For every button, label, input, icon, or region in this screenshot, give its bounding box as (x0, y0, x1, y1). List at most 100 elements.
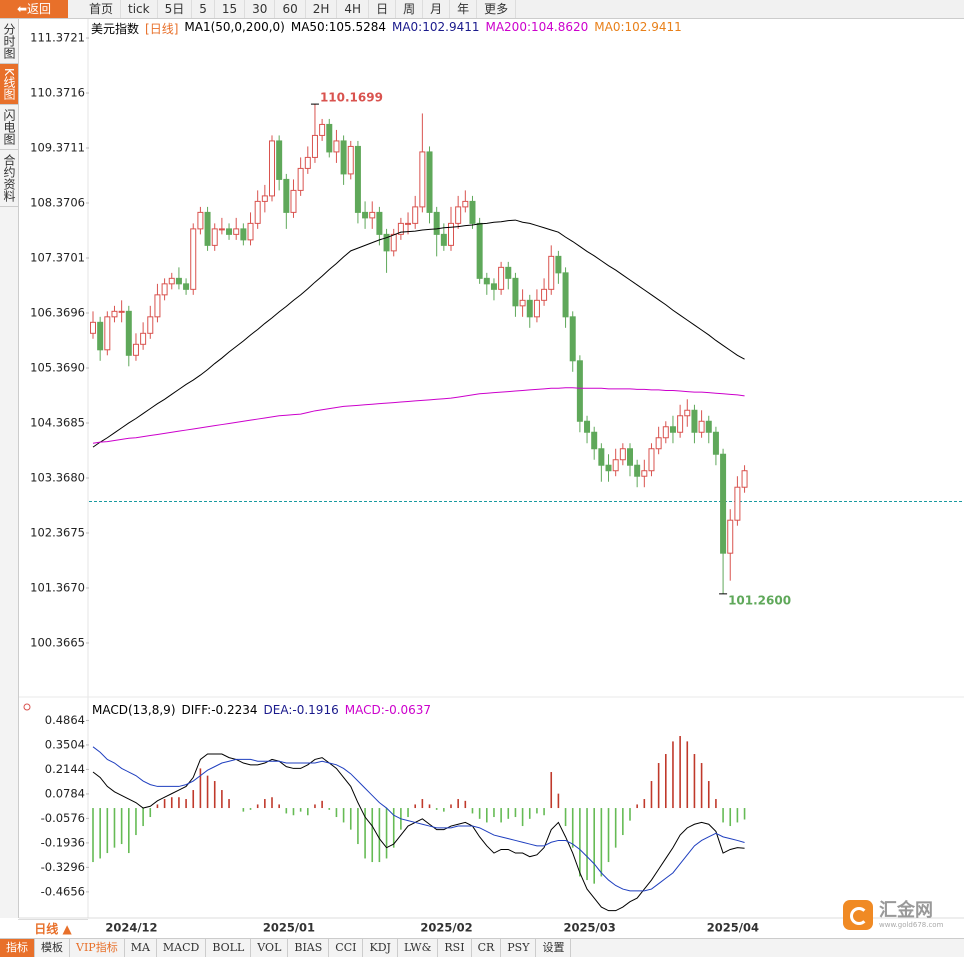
tab[interactable]: MACD (157, 939, 207, 957)
sidebar-item[interactable]: 合约资料 (0, 150, 18, 207)
candle-body (612, 459, 619, 472)
y-tick-label: -0.4656 (41, 884, 85, 898)
sidebar-item[interactable]: 分时图 (0, 19, 18, 64)
candle-body (677, 415, 684, 433)
candle-body (197, 211, 204, 230)
candle-body (362, 211, 369, 219)
tab[interactable]: LW& (398, 939, 439, 957)
candle-body (727, 519, 734, 554)
indicator: MA1(50,0,200,0) (184, 20, 285, 34)
candle-body (505, 266, 512, 279)
candle-body (533, 299, 540, 318)
candle-body (691, 409, 698, 433)
tab[interactable]: KDJ (363, 939, 398, 957)
tab[interactable]: CCI (329, 939, 364, 957)
legend-entry: MA0:102.9411 (391, 20, 480, 34)
sidebar-item[interactable]: K线图 (0, 64, 18, 105)
legend-entry: DIFF:-0.2234 (181, 703, 258, 717)
toolbar-item[interactable]: 年 (450, 0, 478, 18)
macd-header: MACD(13,8,9) DIFF:-0.2234 DEA:-0.1916 MACD… (92, 703, 431, 717)
toolbar-item[interactable]: 5日 (158, 0, 193, 18)
candle-body (104, 316, 111, 351)
y-tick-label: 110.3716 (30, 86, 85, 100)
toolbar-item[interactable]: 15 (215, 0, 246, 18)
tab[interactable]: VOL (251, 939, 289, 957)
candle-body (125, 310, 132, 356)
tab[interactable]: PSY (501, 939, 537, 957)
toolbar-item[interactable]: tick (121, 0, 158, 18)
candle-body (591, 431, 598, 450)
candle-body (455, 206, 462, 224)
period-button[interactable]: 日线 ▲ (18, 919, 88, 938)
price-header: 美元指数 [日线] MA1(50,0,200,0) MA50:105.5284 M… (91, 20, 682, 37)
toolbar-item[interactable]: 2H (306, 0, 338, 18)
toolbar-item[interactable]: 周 (396, 0, 424, 18)
toolbar-item[interactable]: 日 (369, 0, 397, 18)
candle-body (397, 222, 404, 235)
tab[interactable]: 设置 (536, 939, 572, 957)
candle-body (340, 140, 347, 175)
candle-body (390, 233, 397, 252)
toolbar-item[interactable]: 首页 (82, 0, 122, 18)
candle-body (698, 420, 705, 433)
candle-body (734, 486, 741, 521)
tabs: 指标 模板 VIP指标 MA MACD BOLL VOL BIAS CCI KDJ LW& RSI CR… (0, 938, 964, 957)
candle-body (598, 448, 605, 466)
tab[interactable]: BOLL (206, 939, 252, 957)
logo-url: www.gold678.com (879, 921, 944, 929)
indicator-line (92, 219, 745, 448)
candle-body (555, 255, 562, 274)
tab[interactable]: VIP指标 (70, 939, 125, 957)
tab[interactable]: RSI (438, 939, 472, 957)
tab[interactable]: 模板 (35, 939, 70, 957)
tab[interactable]: MA (125, 939, 157, 957)
candle-body (720, 453, 727, 554)
candle-body (712, 431, 719, 455)
tab[interactable]: 指标 (0, 939, 35, 957)
candle-body (269, 140, 275, 197)
candle-body (605, 464, 612, 472)
candle-body (405, 222, 412, 225)
candle-body (369, 211, 376, 219)
candle-body (97, 321, 104, 351)
y-tick-label: 0.3504 (45, 737, 85, 751)
sidebar-item[interactable]: 闪电图 (0, 105, 18, 150)
y-tick-label: -0.3296 (41, 860, 85, 874)
candle-body (319, 123, 326, 136)
candle-body (548, 255, 555, 290)
logo: 汇金网 www.gold678.com (843, 900, 943, 930)
candle-body (226, 228, 233, 235)
candle-body (412, 206, 419, 224)
candle-body (655, 437, 662, 450)
y-tick-label: 103.3680 (30, 470, 85, 484)
candle-body (490, 283, 497, 290)
y-tick-label: 106.3696 (30, 305, 85, 319)
toolbar-item[interactable]: 4H (337, 0, 370, 18)
tab[interactable]: CR (472, 939, 502, 957)
legend-entry: DEA:-0.1916 (263, 703, 339, 717)
y-tick-label: 0.2144 (45, 762, 85, 776)
y-tick-label: 105.3690 (30, 360, 85, 374)
candle-body (247, 222, 254, 241)
candle-body (705, 420, 712, 433)
candle-body (254, 200, 261, 224)
candle-body (519, 299, 526, 307)
y-tick-label: 100.3665 (30, 635, 85, 649)
candle-body (512, 277, 519, 307)
toolbar-item[interactable]: 30 (245, 0, 276, 18)
back-button[interactable]: ⬅返回 (0, 0, 68, 18)
candle-body (354, 145, 361, 213)
y-tick-label: 111.3721 (30, 31, 85, 45)
candle-body (233, 228, 240, 235)
toolbar-item[interactable]: 月 (423, 0, 451, 18)
toolbar-item[interactable]: 60 (275, 0, 306, 18)
indicator: MACD(13,8,9) (92, 703, 176, 717)
tab[interactable]: BIAS (288, 939, 330, 957)
toolbar-item[interactable]: 5 (192, 0, 215, 18)
toolbar-item[interactable]: 更多 (477, 0, 517, 18)
candle-body (648, 448, 655, 472)
settings-icon[interactable] (23, 703, 31, 711)
candle-body (190, 228, 197, 290)
